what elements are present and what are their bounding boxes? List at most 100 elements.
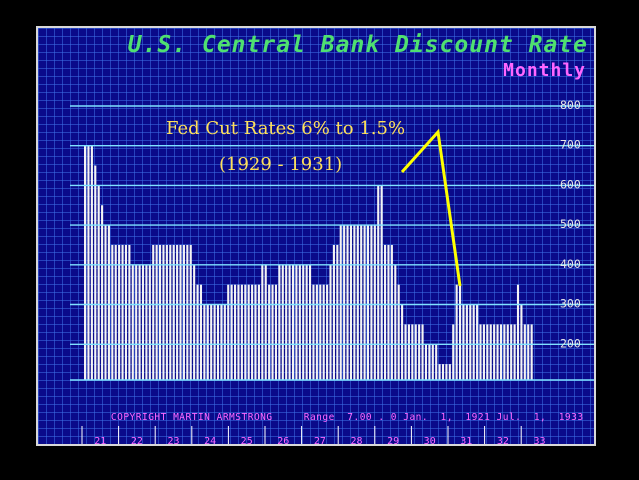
bar <box>465 304 468 380</box>
bar <box>319 284 322 380</box>
bar <box>145 264 148 380</box>
chart-subtitle: Monthly <box>503 60 586 81</box>
bar <box>288 264 291 380</box>
bar <box>523 324 526 380</box>
range-text: Range 7.00 . 0 Jan. 1, 1921 Jul. 1, 1933 <box>303 412 584 423</box>
bar <box>373 225 376 380</box>
bar <box>349 225 353 380</box>
bar <box>353 225 356 380</box>
bar <box>203 304 206 380</box>
bar <box>346 225 349 380</box>
bar <box>479 324 482 380</box>
bar <box>114 244 117 380</box>
bar <box>332 244 335 380</box>
bar <box>220 304 223 380</box>
bar <box>189 244 192 380</box>
bar <box>135 264 138 380</box>
bar <box>268 284 271 380</box>
bar <box>295 264 298 380</box>
bar <box>527 324 530 380</box>
bar <box>141 264 145 380</box>
annotation-arrow <box>400 128 462 287</box>
bar <box>339 225 342 380</box>
bar <box>469 304 472 380</box>
bar <box>148 264 151 380</box>
chart-frame: U.S. Central Bank Discount Rate Monthly … <box>36 26 596 446</box>
y-tick-label: 800 <box>560 98 581 112</box>
bar <box>247 284 250 380</box>
bar <box>264 264 267 380</box>
y-tick-label: 500 <box>560 217 581 231</box>
x-tick-label: 26 <box>277 436 289 446</box>
bar <box>384 244 387 380</box>
bar <box>223 304 226 380</box>
bar <box>234 284 237 380</box>
bar <box>322 284 325 380</box>
bar <box>206 304 209 380</box>
bar <box>489 324 492 380</box>
bar <box>516 284 520 380</box>
annotation-line-2: (1929 - 1931) <box>219 154 342 175</box>
bar <box>496 324 499 380</box>
bar <box>155 244 158 380</box>
bar <box>176 244 179 380</box>
bar <box>138 264 141 380</box>
bar <box>240 284 243 380</box>
x-tick-label: 32 <box>497 436 509 446</box>
tick-labels-layer: 200 300 400 500 600 700 800 21 22 23 24 25 26 27 28 29 3… <box>81 98 581 446</box>
y-tick-label: 200 <box>560 336 581 350</box>
bar <box>472 304 475 380</box>
bar <box>257 284 260 380</box>
bar <box>360 225 363 380</box>
bar <box>397 284 400 380</box>
bar <box>356 225 359 380</box>
bar <box>237 284 240 380</box>
bar <box>414 324 417 380</box>
bar <box>186 244 189 380</box>
bar <box>431 344 434 380</box>
x-tick-label: 21 <box>94 436 106 446</box>
x-tick-label: 30 <box>424 436 436 446</box>
bar <box>486 324 489 380</box>
bar <box>394 264 397 380</box>
bar <box>124 244 128 380</box>
bar <box>435 344 438 380</box>
bar <box>298 264 301 380</box>
bar <box>377 185 380 380</box>
copyright-text: COPYRIGHT MARTIN ARMSTRONG <box>110 412 273 423</box>
bar <box>424 344 428 380</box>
bar <box>128 244 131 380</box>
bar <box>418 324 421 380</box>
bar <box>390 244 393 380</box>
bar <box>343 225 346 380</box>
bar <box>503 324 506 380</box>
bar <box>499 324 503 380</box>
bar <box>285 264 288 380</box>
x-tick-label: 23 <box>167 436 179 446</box>
bar <box>312 284 315 380</box>
bar <box>230 284 233 380</box>
y-tick-label: 600 <box>560 177 581 191</box>
bar <box>441 364 445 380</box>
bar <box>387 244 390 380</box>
bar <box>445 364 448 380</box>
bar <box>326 284 329 380</box>
bar <box>254 284 257 380</box>
bar <box>452 324 455 380</box>
chart-title: U.S. Central Bank Discount Rate <box>127 32 588 58</box>
bar <box>336 244 339 380</box>
bar <box>530 324 533 380</box>
x-tick-label: 22 <box>131 436 143 446</box>
bar <box>278 264 281 380</box>
bar <box>309 264 312 380</box>
bar <box>227 284 230 380</box>
bar <box>107 225 110 380</box>
bar <box>462 304 465 380</box>
bar <box>482 324 485 380</box>
bars-layer <box>84 145 533 380</box>
x-tick-label: 27 <box>314 436 326 446</box>
bar <box>438 364 441 380</box>
bar <box>162 244 165 380</box>
bar <box>94 165 97 380</box>
x-tick-label: 31 <box>460 436 472 446</box>
